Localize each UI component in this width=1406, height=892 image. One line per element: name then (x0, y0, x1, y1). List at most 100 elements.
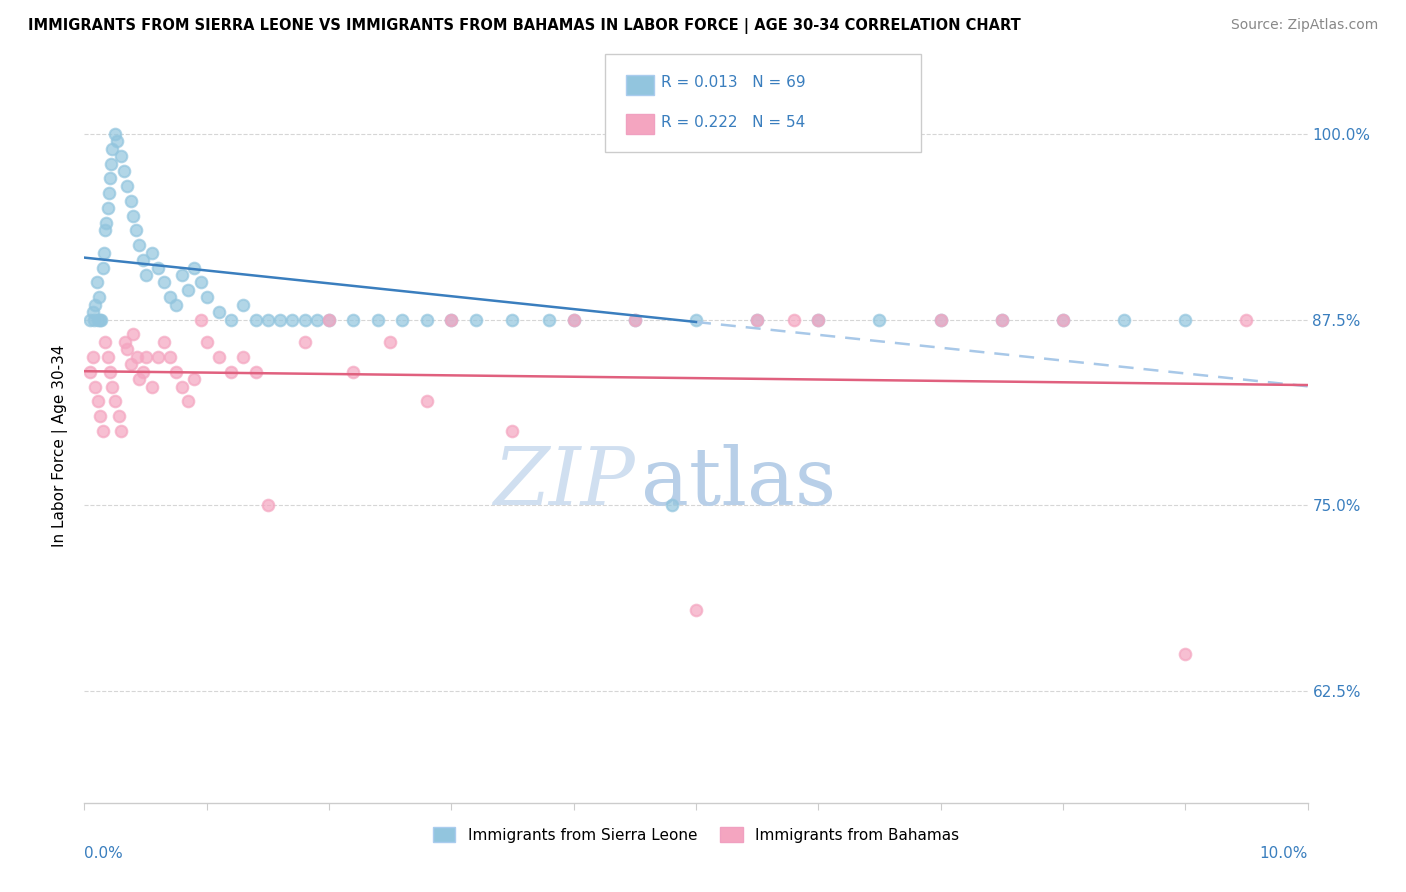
Point (661, 499, 683, 513)
Point (165, 298, 187, 312)
Point (807, 312, 830, 326)
Point (86, 276, 108, 290)
Point (101, 379, 124, 393)
Point (624, 312, 647, 326)
Point (219, 312, 242, 326)
Point (159, 290, 181, 304)
Point (367, 312, 389, 326)
Point (747, 312, 769, 326)
Point (195, 334, 218, 349)
Point (172, 379, 194, 393)
Point (132, 365, 155, 379)
Point (120, 194, 142, 208)
Point (87, 290, 110, 304)
Point (84, 379, 107, 393)
Point (112, 164, 135, 178)
Point (281, 312, 304, 326)
Point (1236, 312, 1258, 326)
Point (94, 334, 117, 349)
Text: Source: ZipAtlas.com: Source: ZipAtlas.com (1230, 18, 1378, 32)
Point (93, 245, 115, 260)
Point (122, 209, 145, 223)
Point (177, 394, 200, 409)
Point (115, 178, 138, 193)
Point (502, 424, 524, 438)
Point (82, 305, 104, 319)
Point (416, 394, 439, 409)
Point (464, 312, 486, 326)
Point (89, 312, 111, 326)
Point (125, 350, 148, 364)
Point (391, 312, 413, 326)
Point (305, 312, 328, 326)
Point (440, 312, 463, 326)
Point (991, 312, 1014, 326)
Point (83, 312, 105, 326)
Point (318, 312, 340, 326)
Text: atlas: atlas (641, 444, 837, 522)
Point (1052, 312, 1074, 326)
Point (89, 409, 111, 424)
Point (135, 268, 157, 282)
Point (141, 245, 163, 260)
Point (1114, 312, 1136, 326)
Point (245, 312, 267, 326)
Point (869, 312, 891, 326)
Point (562, 312, 585, 326)
Point (1174, 647, 1197, 661)
Point (177, 283, 200, 297)
Point (232, 350, 254, 364)
Point (685, 312, 707, 326)
Point (165, 365, 187, 379)
Point (114, 334, 136, 349)
Text: ZIP: ZIP (494, 444, 636, 522)
Point (79, 365, 101, 379)
Point (146, 350, 169, 364)
Point (128, 372, 150, 386)
Point (318, 312, 340, 326)
Point (110, 149, 132, 163)
Point (195, 290, 218, 304)
Point (96, 216, 118, 230)
Point (416, 312, 439, 326)
Point (98, 365, 121, 379)
Point (120, 357, 142, 371)
Point (991, 312, 1014, 326)
Point (153, 276, 176, 290)
Point (562, 312, 585, 326)
Point (128, 238, 150, 252)
Point (929, 312, 952, 326)
Point (269, 312, 291, 326)
Point (190, 312, 212, 326)
Point (783, 312, 806, 326)
Point (929, 312, 952, 326)
Point (685, 602, 707, 616)
Point (91, 424, 114, 438)
Point (82, 350, 104, 364)
Point (183, 260, 205, 275)
Point (135, 350, 157, 364)
Text: R = 0.013   N = 69: R = 0.013 N = 69 (661, 76, 806, 90)
Text: 0.0%: 0.0% (84, 846, 124, 861)
Point (125, 223, 148, 237)
Point (183, 372, 205, 386)
Point (132, 253, 155, 268)
Legend: Immigrants from Sierra Leone, Immigrants from Bahamas: Immigrants from Sierra Leone, Immigrants… (426, 821, 966, 848)
Point (232, 298, 254, 312)
Point (94, 223, 117, 237)
Point (257, 312, 280, 326)
Point (208, 305, 231, 319)
Point (98, 171, 121, 186)
Point (342, 312, 364, 326)
Point (84, 298, 107, 312)
Point (190, 276, 212, 290)
Point (104, 127, 127, 141)
Text: 10.0%: 10.0% (1260, 846, 1308, 861)
Point (208, 350, 231, 364)
Point (122, 327, 145, 342)
Point (115, 343, 138, 357)
Point (1174, 312, 1197, 326)
Point (97, 186, 120, 201)
Point (159, 350, 181, 364)
Point (79, 312, 101, 326)
